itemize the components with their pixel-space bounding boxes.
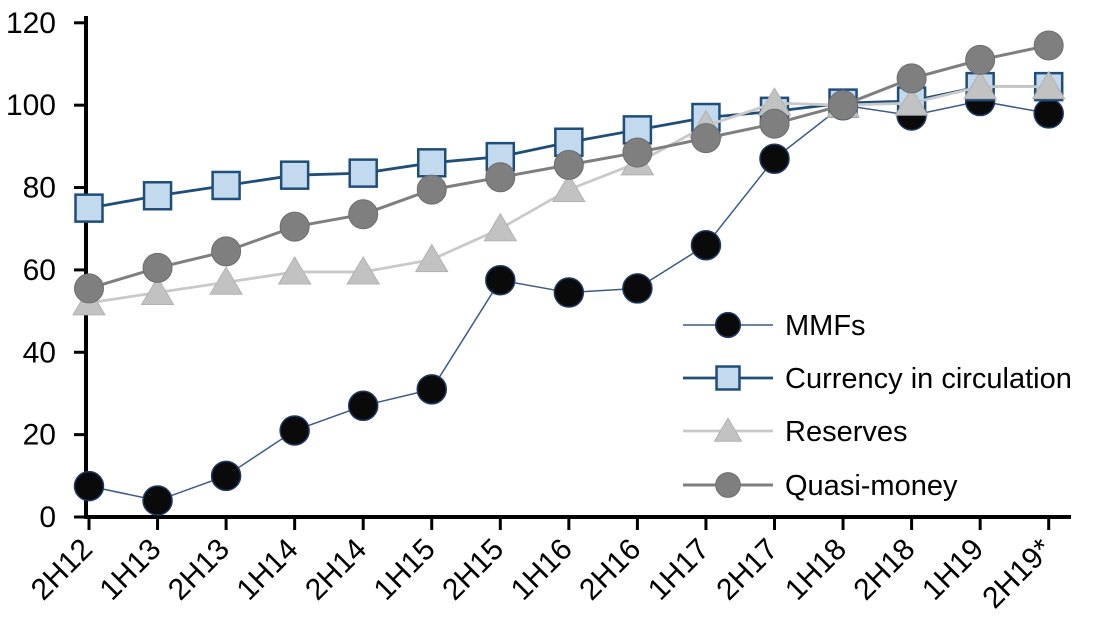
marker-mmfs-2h19 bbox=[1033, 98, 1064, 129]
legend-label-currency-in-circulation: Currency in circulation bbox=[785, 363, 1072, 395]
marker-currency-in-circulation-2h13 bbox=[211, 170, 241, 201]
marker-reserves-1h16 bbox=[551, 173, 586, 203]
x-tick-label-2h17: 2H17 bbox=[710, 533, 784, 607]
x-tick-label-2h15: 2H15 bbox=[436, 533, 510, 607]
marker-reserves-1h14 bbox=[277, 255, 312, 285]
x-tick-label-1h16: 1H16 bbox=[505, 533, 579, 607]
x-tick-label-2h18: 2H18 bbox=[848, 533, 922, 607]
marker-mmfs-1h15 bbox=[416, 374, 447, 405]
marker-quasi-money-1h18 bbox=[828, 90, 859, 121]
marker-reserves-1h13 bbox=[140, 276, 175, 306]
legend-label-quasi-money: Quasi-money bbox=[785, 470, 958, 502]
marker-quasi-money-1h19 bbox=[965, 44, 996, 75]
marker-reserves-2h13 bbox=[209, 266, 243, 295]
marker-mmfs-2h14 bbox=[347, 390, 379, 422]
marker-reserves-2h15 bbox=[483, 212, 518, 242]
legend-marker-quasi-money bbox=[715, 472, 741, 498]
legend-label-mmfs: MMFs bbox=[785, 310, 866, 342]
marker-quasi-money-2h13 bbox=[211, 236, 242, 267]
legend-item-reserves: Reserves bbox=[683, 416, 908, 448]
marker-quasi-money-1h15 bbox=[416, 174, 447, 205]
marker-reserves-1h15 bbox=[414, 243, 449, 273]
marker-currency-in-circulation-1h13 bbox=[142, 181, 173, 211]
x-tick-label-1h17: 1H17 bbox=[642, 533, 716, 607]
x-tick-label-2h13: 2H13 bbox=[162, 533, 236, 607]
marker-mmfs-2h15 bbox=[485, 264, 516, 296]
marker-mmfs-1h13 bbox=[142, 485, 173, 516]
marker-quasi-money-2h17 bbox=[759, 108, 790, 139]
marker-currency-in-circulation-2h12 bbox=[74, 193, 104, 223]
marker-currency-in-circulation-2h14 bbox=[348, 158, 378, 188]
y-tick-label-20: 20 bbox=[23, 419, 56, 452]
x-tick-label-1h18: 1H18 bbox=[779, 533, 853, 607]
legend-item-mmfs: MMFs bbox=[683, 310, 866, 342]
x-tick-label-1h15: 1H15 bbox=[368, 533, 442, 607]
marker-mmfs-2h17 bbox=[759, 143, 790, 174]
marker-mmfs-1h16 bbox=[553, 277, 585, 308]
marker-mmfs-2h16 bbox=[622, 273, 653, 304]
legend-label-reserves: Reserves bbox=[785, 416, 908, 448]
marker-quasi-money-2h19 bbox=[1033, 30, 1064, 61]
marker-reserves-2h18 bbox=[894, 87, 929, 116]
series-quasi-money bbox=[74, 30, 1064, 304]
marker-quasi-money-1h13 bbox=[142, 252, 173, 283]
marker-reserves-2h14 bbox=[346, 255, 381, 285]
marker-reserves-2h19 bbox=[1031, 70, 1066, 100]
marker-reserves-1h19 bbox=[963, 70, 998, 100]
y-tick-label-100: 100 bbox=[6, 89, 56, 122]
marker-quasi-money-2h14 bbox=[348, 199, 379, 230]
legend-item-currency-in-circulation: Currency in circulation bbox=[683, 363, 1072, 395]
y-tick-label-120: 120 bbox=[6, 7, 56, 40]
legend-marker-reserves bbox=[713, 417, 743, 442]
marker-currency-in-circulation-1h14 bbox=[279, 160, 310, 190]
marker-mmfs-1h17 bbox=[690, 229, 722, 261]
x-tick-label-2h14: 2H14 bbox=[299, 533, 373, 607]
marker-quasi-money-1h14 bbox=[279, 211, 310, 242]
marker-quasi-money-1h16 bbox=[553, 149, 584, 180]
y-tick-label-40: 40 bbox=[23, 336, 56, 369]
marker-quasi-money-2h15 bbox=[485, 162, 516, 193]
marker-quasi-money-2h12 bbox=[74, 273, 104, 304]
marker-mmfs-2h13 bbox=[210, 460, 242, 492]
x-tick-label-2h19: 2H19* bbox=[976, 532, 1059, 615]
x-tick-label-2h12: 2H12 bbox=[25, 533, 99, 607]
marker-currency-in-circulation-1h15 bbox=[417, 148, 447, 178]
legend-item-quasi-money: Quasi-money bbox=[683, 470, 958, 502]
legend-marker-currency-in-circulation bbox=[715, 365, 741, 391]
marker-mmfs-2h12 bbox=[73, 470, 105, 502]
y-tick-label-60: 60 bbox=[23, 254, 56, 287]
legend-marker-mmfs bbox=[714, 311, 742, 339]
y-tick-label-0: 0 bbox=[39, 501, 56, 534]
y-tick-label-80: 80 bbox=[23, 172, 56, 205]
x-tick-label-2h16: 2H16 bbox=[573, 533, 647, 607]
x-tick-label-1h13: 1H13 bbox=[93, 533, 167, 607]
legend: MMFs Currency in circulation Reserves Quasi… bbox=[683, 310, 1072, 502]
marker-quasi-money-2h18 bbox=[896, 63, 927, 94]
x-tick-label-1h14: 1H14 bbox=[231, 533, 305, 607]
marker-mmfs-1h14 bbox=[279, 415, 310, 446]
marker-quasi-money-1h17 bbox=[690, 123, 721, 154]
marker-quasi-money-2h16 bbox=[622, 137, 653, 168]
